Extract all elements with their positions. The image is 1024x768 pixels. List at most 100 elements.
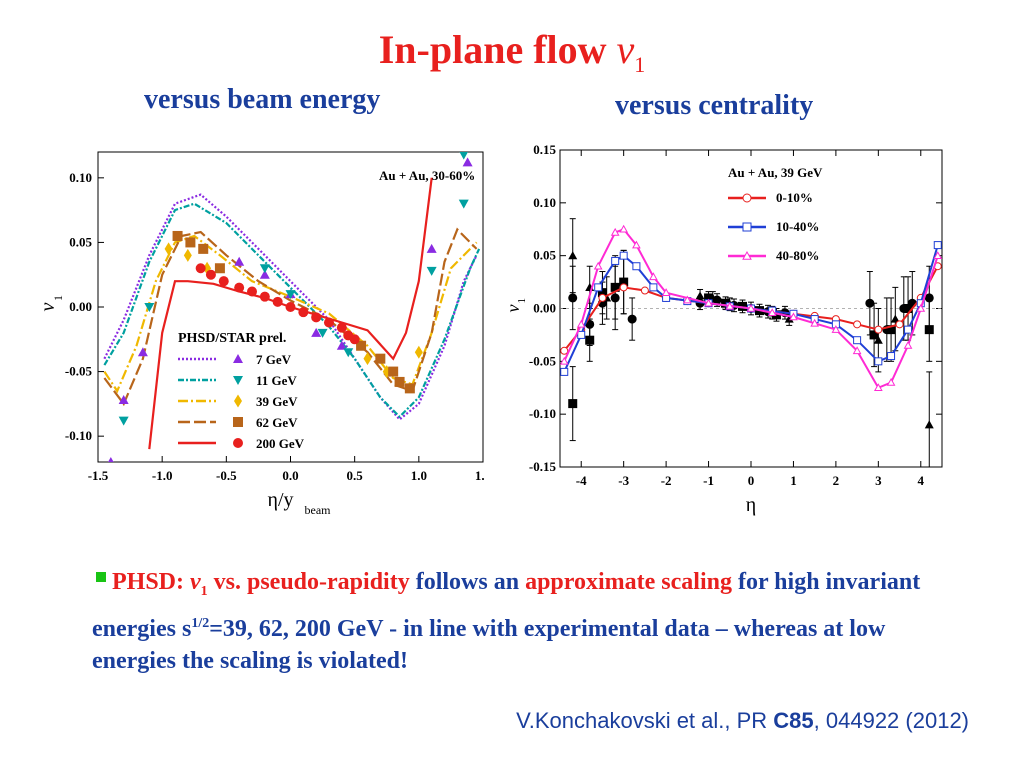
y-tick-label: -0.10 — [529, 406, 556, 421]
exp-data-point — [771, 310, 781, 320]
data-point — [317, 328, 328, 338]
model-point — [619, 251, 628, 260]
data-point — [426, 243, 437, 253]
data-point — [183, 248, 192, 262]
data-point — [336, 322, 347, 333]
legend-label: 7 GeV — [256, 352, 292, 367]
exp-data-point — [597, 288, 607, 298]
data-point — [343, 348, 354, 358]
exp-data-point — [886, 325, 896, 335]
model-point — [598, 293, 607, 302]
model-point — [853, 320, 862, 329]
data-point — [259, 269, 270, 279]
subtitle-centrality: versus centrality — [615, 90, 814, 121]
reference: V.Konchakovski et al., PR C85, 044922 (2… — [516, 708, 969, 734]
model-point — [649, 283, 658, 292]
model-point — [682, 295, 692, 304]
data-point — [118, 395, 129, 404]
legend-label: 39 GeV — [256, 394, 298, 409]
model-point — [649, 272, 658, 281]
model-point — [661, 288, 671, 296]
model-point — [887, 352, 896, 361]
exp-data-point — [619, 277, 629, 286]
text-var-sub: 1 — [200, 583, 208, 599]
y-tick-label: 0.05 — [533, 248, 556, 263]
data-point — [285, 290, 296, 300]
x-tick-label: -1 — [703, 473, 714, 488]
y-tick-label: -0.10 — [65, 428, 92, 443]
model-point — [767, 308, 777, 317]
y-tick-label: 0.00 — [533, 301, 556, 316]
plot-area — [103, 152, 481, 462]
legend-marker — [742, 193, 752, 203]
data-point — [336, 340, 347, 350]
model-point — [789, 312, 798, 321]
x-axis-title: η/y — [267, 489, 293, 511]
x-tick-label: 0 — [748, 473, 755, 488]
model-point — [632, 262, 641, 271]
series-line-62-gev — [103, 227, 478, 407]
data-point — [195, 263, 206, 274]
data-point — [298, 307, 309, 318]
x-tick-label: 3 — [875, 473, 882, 488]
exp-data-point — [784, 314, 794, 323]
text-var: v — [190, 569, 201, 595]
x-tick-label: -1.5 — [88, 468, 109, 483]
text-sup: 1/2 — [191, 615, 210, 631]
data-point — [394, 376, 405, 387]
data-point — [459, 152, 468, 160]
x-axis-title: η — [746, 494, 756, 516]
data-point — [234, 282, 245, 293]
exp-data-point — [695, 291, 705, 300]
data-point — [426, 266, 437, 276]
model-point — [611, 256, 620, 265]
text-phsd: PHSD: — [112, 569, 190, 595]
y-axis-title: v — [40, 302, 59, 311]
ref-prefix: V.Konchakovski et al., PR — [516, 708, 774, 733]
model-point — [704, 298, 713, 307]
summary-text: PHSD: v1 vs. pseudo-rapidity follows an … — [92, 566, 972, 677]
y-tick-label: 0.10 — [69, 170, 92, 185]
y-axis-title-sub: 1 — [51, 295, 65, 301]
data-point — [259, 264, 270, 274]
x-tick-label: -0.5 — [216, 468, 237, 483]
legend-label: 62 GeV — [256, 415, 298, 430]
x-tick-label: 0.5 — [347, 468, 364, 483]
exp-data-point — [568, 293, 578, 303]
chart-centrality: -4 -3 -2 -1 0 1 2 3 4 -0.15 -0.10 -0.05 0.00 0.05 0.10… — [505, 142, 943, 516]
model-point — [560, 346, 569, 355]
model-point — [886, 377, 896, 386]
data-point — [375, 353, 386, 364]
data-point — [311, 327, 322, 337]
model-point — [853, 336, 862, 345]
model-point — [831, 325, 841, 333]
exp-data-point — [568, 251, 578, 260]
model-point — [619, 224, 629, 233]
title-text: In-plane flow — [378, 27, 617, 72]
text-rest: vs. pseudo-rapidity — [207, 569, 410, 595]
model-point — [746, 303, 756, 312]
data-point — [363, 352, 372, 366]
data-point — [324, 317, 334, 328]
legend-marker — [233, 438, 243, 448]
model-point — [560, 367, 569, 376]
model-point — [874, 325, 883, 334]
exp-data-point — [890, 314, 900, 323]
model-point — [632, 240, 641, 249]
data-point — [118, 416, 129, 426]
model-point — [873, 383, 883, 392]
data-point — [356, 340, 367, 351]
data-point — [108, 457, 114, 462]
ref-suffix: , 044922 (2012) — [813, 708, 969, 733]
exp-data-point — [865, 298, 875, 308]
data-point — [214, 263, 225, 274]
exp-data-point — [924, 325, 934, 335]
exp-data-point — [924, 420, 934, 429]
legend-marker — [742, 222, 752, 232]
y-tick-label: -0.05 — [65, 364, 93, 379]
x-tick-label: -3 — [618, 473, 629, 488]
model-point — [874, 357, 883, 366]
y-tick-label: 0.05 — [69, 234, 92, 249]
y-axis-title-sub: 1 — [516, 298, 528, 304]
exp-data-point — [568, 399, 578, 409]
